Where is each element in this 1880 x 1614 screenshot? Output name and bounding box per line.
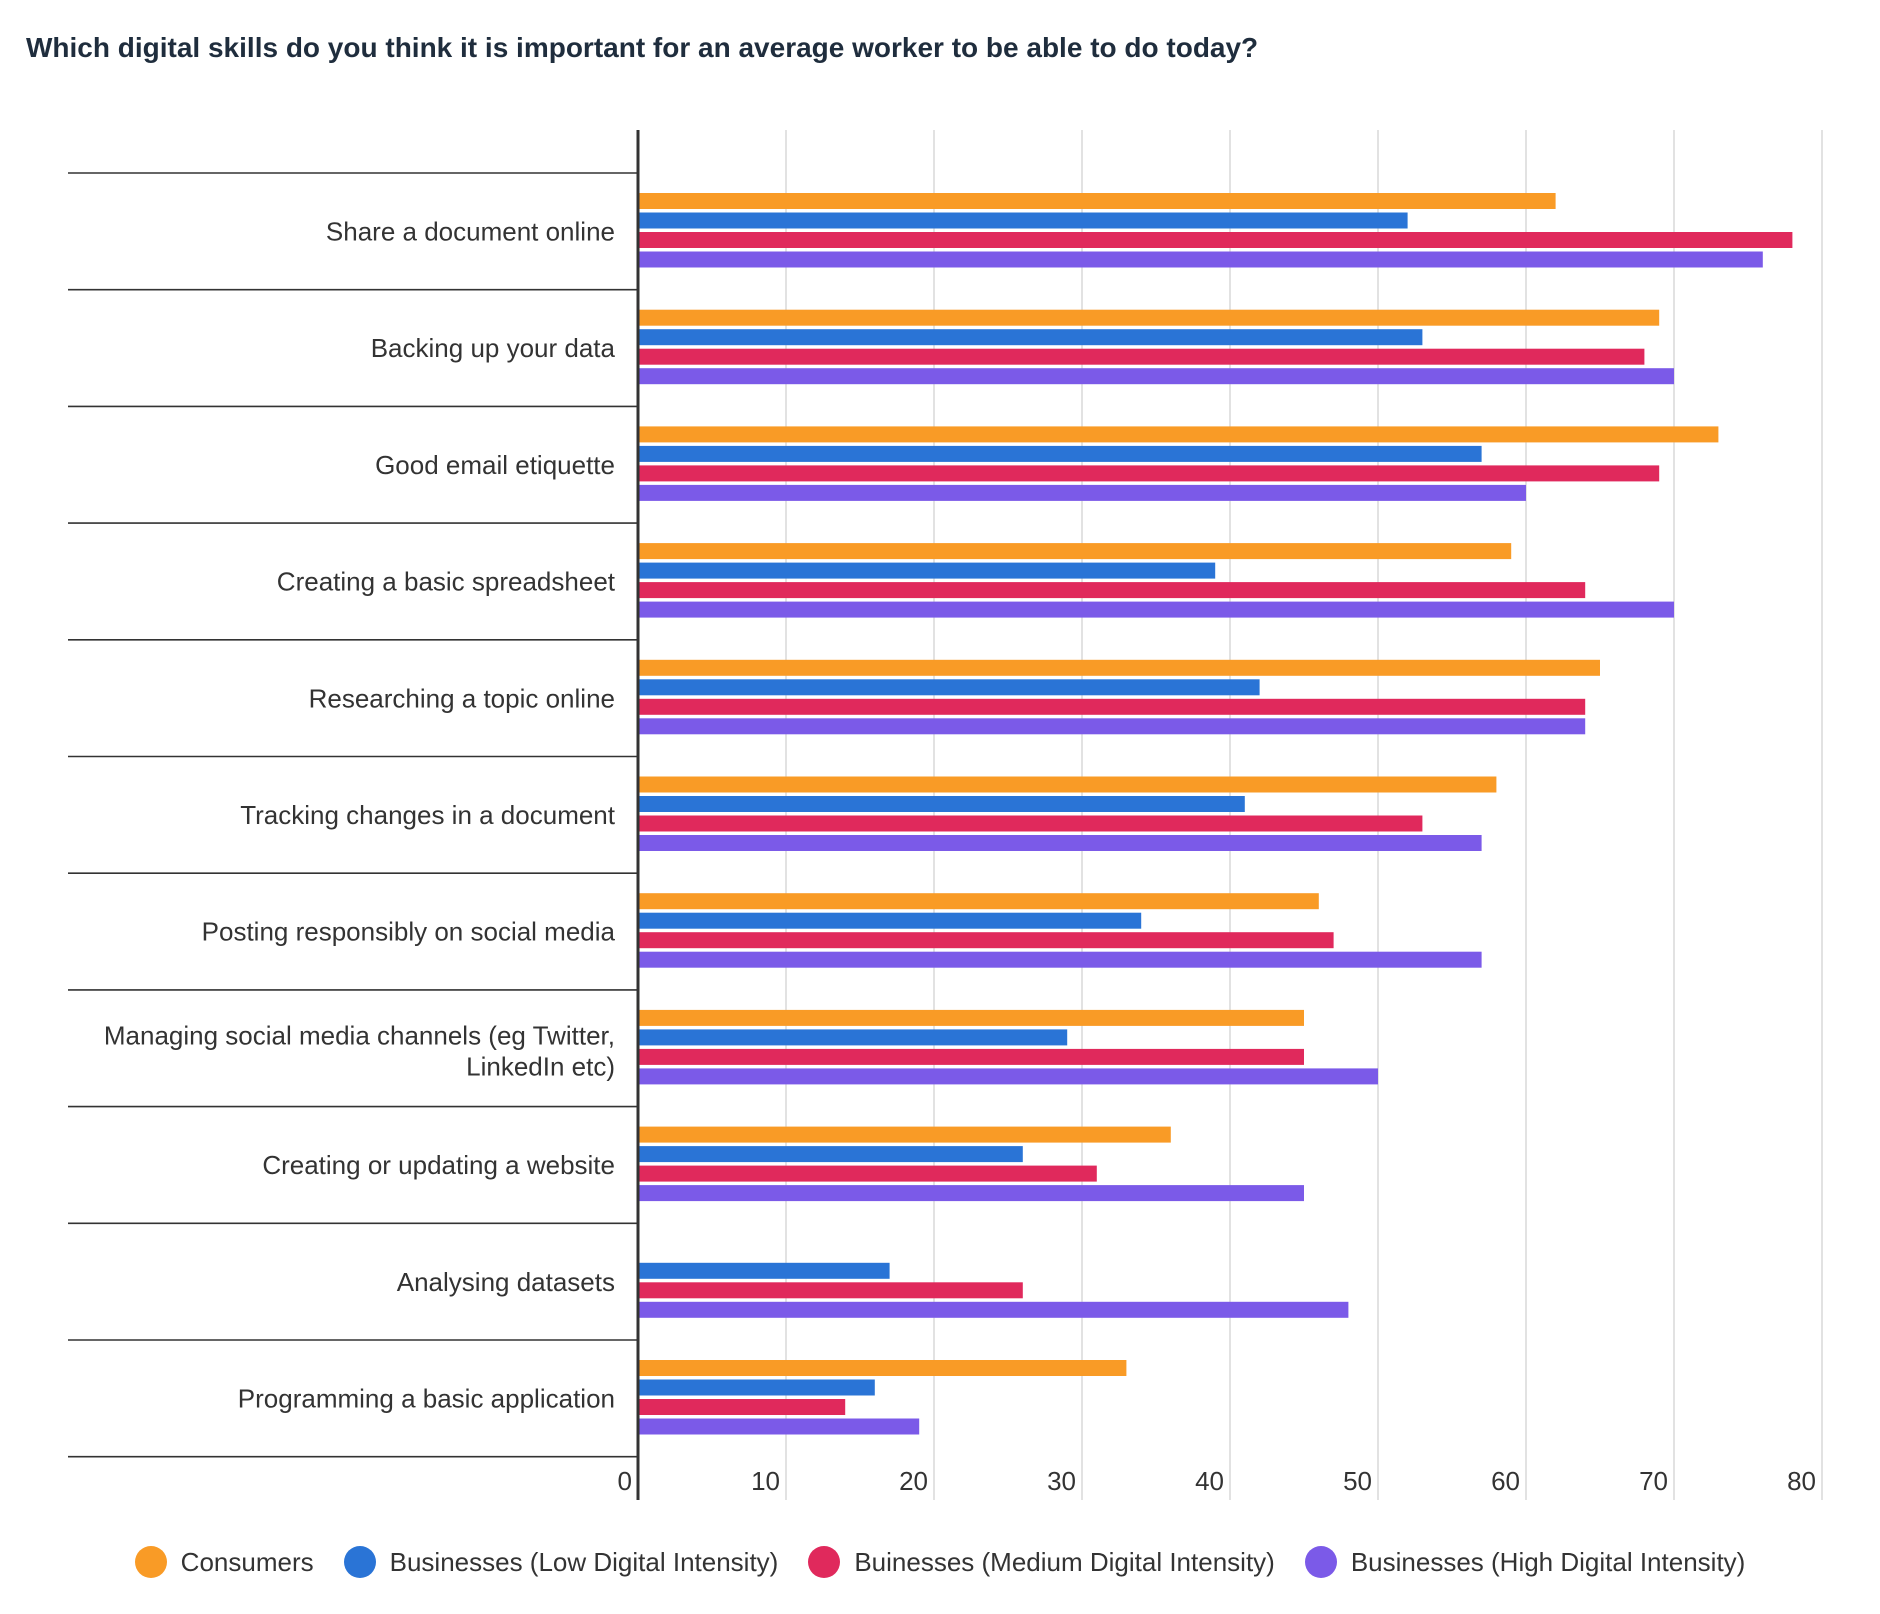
legend-swatch [808,1546,841,1578]
bar [638,659,1600,676]
bar [638,718,1586,735]
bar [638,1048,1304,1065]
bar [638,1418,920,1435]
bar [638,212,1408,229]
bar [638,543,1512,560]
bars [638,193,1793,1435]
category-label: Researching a topic online [309,683,615,713]
bar [638,562,1216,579]
bar [638,426,1719,443]
bar [638,932,1334,949]
bar [638,1126,1171,1143]
legend-swatch [343,1546,376,1578]
category-label: Programming a basic application [238,1383,615,1413]
bar [638,445,1482,462]
x-tick-label: 80 [1787,1466,1816,1496]
legend-label: Businesses (Low Digital Intensity) [389,1546,779,1577]
bar [638,1282,1023,1299]
x-tick-label: 70 [1639,1466,1668,1496]
bar [638,368,1674,385]
chart-title: Which digital skills do you think it is … [26,32,1259,63]
category-label: Managing social media channels (eg Twitt… [104,1020,615,1081]
bar [638,1009,1304,1026]
bar [638,232,1793,248]
bar [638,1029,1068,1046]
bar [638,484,1526,501]
bar [638,1399,846,1415]
legend-label: Businesses (High Digital Intensity) [1350,1546,1746,1577]
bar [638,776,1497,793]
bar [638,951,1482,968]
category-labels: Share a document online Backing up your d… [104,216,616,1413]
bar [638,193,1556,209]
bar [638,1360,1127,1376]
x-tick-label: 40 [1195,1466,1224,1496]
legend: Consumers Businesses (Low Digital Intensi… [0,1546,1880,1578]
bar [638,1379,875,1396]
legend-label: Consumers [180,1546,314,1577]
bar [638,1068,1378,1085]
bar [638,912,1142,929]
x-tick-label: 0 [618,1466,632,1496]
legend-swatch [1304,1546,1337,1578]
x-tick-label: 10 [751,1466,780,1496]
category-separators [68,172,638,1458]
legend-item: Businesses (Low Digital Intensity) [343,1546,779,1578]
category-label: Good email etiquette [375,450,615,480]
bar [638,1301,1349,1318]
category-label: Creating or updating a website [262,1150,615,1180]
bar [638,835,1482,851]
bar-chart: Share a document online Backing up your d… [68,130,1823,1500]
bar [638,601,1674,618]
bar [638,815,1423,832]
x-tick-label: 60 [1491,1466,1520,1496]
legend-item: Businesses (High Digital Intensity) [1304,1546,1746,1578]
bar [638,796,1245,812]
bar [638,698,1586,715]
category-label: Tracking changes in a document [240,800,616,830]
category-label: Backing up your data [371,333,616,363]
legend-swatch [134,1546,167,1578]
legend-item: Buinesses (Medium Digital Intensity) [808,1546,1275,1578]
x-tick-label: 50 [1343,1466,1372,1496]
category-label: Analysing datasets [397,1267,615,1297]
bar [638,329,1423,346]
bar [638,1165,1097,1182]
bar [638,465,1660,482]
legend-item: Consumers [134,1546,314,1578]
bar [638,679,1260,696]
bar [638,251,1763,268]
bar [638,1262,890,1279]
bar [638,348,1645,365]
category-label: Posting responsibly on social media [202,917,616,947]
bar [638,893,1319,910]
bar [638,309,1660,326]
x-tick-label: 30 [1047,1466,1076,1496]
bar [638,582,1586,599]
x-tick-label: 20 [899,1466,928,1496]
category-label: Creating a basic spreadsheet [277,567,616,597]
x-tick-labels: 0 10 20 30 40 50 60 70 80 [618,1466,1816,1496]
legend-label: Buinesses (Medium Digital Intensity) [854,1546,1275,1577]
bar [638,1146,1023,1163]
category-label: Share a document online [326,216,615,246]
bar [638,1185,1304,1202]
